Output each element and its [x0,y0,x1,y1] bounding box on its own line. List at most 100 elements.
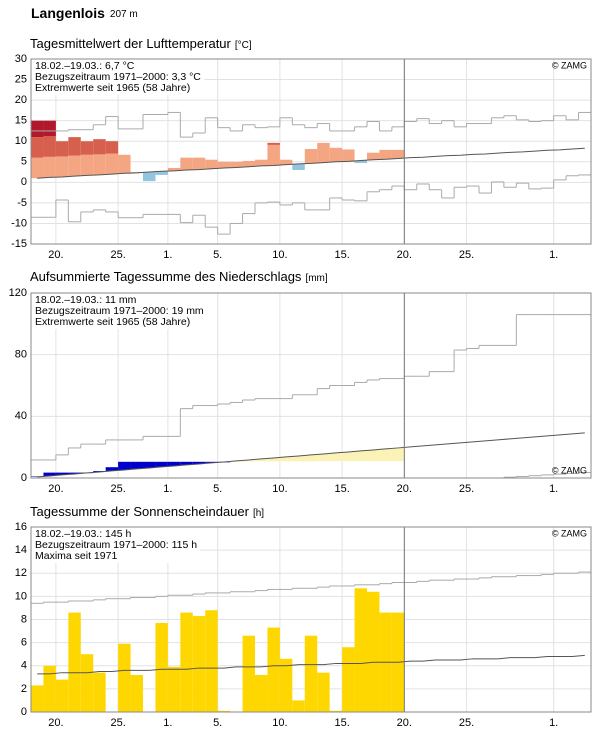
anomaly-bar [118,154,131,174]
x-tick-label: 20. [48,483,63,495]
anomaly-bar [317,142,330,163]
x-tick-label: 1. [549,249,558,261]
bar [118,643,131,712]
anomaly-bar [267,142,280,145]
bar [180,612,193,712]
bar [155,622,168,712]
info-text: Maxima seit 1971 [35,550,117,562]
info-text: Bezugszeitraum 1971–2000: 3,3 °C [35,71,201,83]
y-tick-label: -10 [11,217,27,229]
deviation-area [292,455,305,462]
bar [68,612,81,712]
y-tick-label: 14 [15,544,27,556]
x-tick-label: 1. [163,717,172,729]
mean-line [37,432,585,478]
deviation-area [391,447,405,462]
copyright: © ZAMG [552,60,587,70]
title-unit: [mm] [305,273,327,284]
bar [43,665,56,712]
anomaly-bar [304,149,318,164]
deviation-area [379,448,392,462]
mean-line [37,147,585,179]
y-tick-label: 5 [21,156,27,168]
anomaly-bar [267,144,280,166]
y-tick-label: 0 [21,706,27,718]
deviation-area [167,461,181,466]
bar [367,591,380,712]
anomaly-bar [68,137,81,156]
deviation-area [43,472,56,476]
anomaly-bar [255,159,268,166]
copyright: © ZAMG [552,528,587,538]
info-box [32,528,201,563]
info-text: 18.02.–19.03.: 145 h [35,528,131,540]
x-tick-label: 20. [48,717,63,729]
anomaly-bar [143,172,156,182]
deviation-area [242,459,255,462]
anomaly-bar [242,160,255,167]
title-text: Aufsummierte Tagessumme des Niederschlag… [30,269,302,284]
y-tick-label: 80 [15,349,27,361]
bar [205,610,218,712]
y-tick-label: 6 [21,637,27,649]
x-tick-label: 25. [110,249,125,261]
info-box [32,294,207,329]
anomaly-bar [367,152,380,160]
deviation-area [180,461,193,465]
x-tick-label: 10. [272,717,287,729]
anomaly-bar [43,136,56,157]
x-tick-label: 25. [459,483,474,495]
y-tick-label: -15 [11,238,27,250]
info-box [32,60,205,95]
bar [93,672,106,712]
y-tick-label: 0 [21,472,27,484]
anomaly-bar [155,171,168,175]
anomaly-bar [80,141,94,155]
bar [342,647,355,712]
anomaly-bar [230,161,243,168]
bar [354,588,367,712]
chart-title: Aufsummierte Tagessumme des Niederschlag… [30,269,328,284]
x-tick-label: 25. [110,717,125,729]
station-elevation: 207 m [110,9,138,20]
deviation-area [354,450,367,462]
info-text: Extremwerte seit 1965 (58 Jahre) [35,316,190,328]
anomaly-bar [192,157,206,170]
anomaly-bar [105,153,119,175]
y-tick-label: 0 [21,176,27,188]
deviation-area [367,449,380,462]
deviation-area [205,461,218,463]
y-tick-label: 120 [9,287,27,299]
y-tick-label: 12 [15,567,27,579]
anomaly-bar [292,163,305,170]
y-tick-label: 10 [15,590,27,602]
anomaly-bar [31,137,44,158]
y-tick-label: 30 [15,53,27,65]
bar [304,635,318,712]
bar [317,672,330,712]
bar [242,635,255,712]
deviation-area [304,454,318,462]
x-tick-label: 25. [459,717,474,729]
anomaly-bar [31,157,44,179]
y-tick-label: 8 [21,613,27,625]
info-text: 18.02.–19.03.: 11 mm [35,294,137,306]
anomaly-bar [217,161,231,168]
anomaly-bar [379,149,392,160]
chart-title: Tagesmittelwert der Lufttemperatur [°C] [30,36,252,51]
anomaly-bar [105,141,119,154]
y-tick-label: 10 [15,135,27,147]
deviation-area [105,467,119,471]
plot-border [30,58,592,245]
x-tick-label: 15. [334,249,349,261]
x-tick-label: 25. [459,249,474,261]
x-tick-label: 1. [163,483,172,495]
deviation-area [279,456,293,462]
copyright: © ZAMG [552,465,587,475]
deviation-area [55,472,69,475]
deviation-area [342,451,355,462]
bar [130,675,143,712]
chart-title: Tagessumme der Sonnenscheindauer [h] [30,504,264,519]
y-tick-label: 2 [21,683,27,695]
